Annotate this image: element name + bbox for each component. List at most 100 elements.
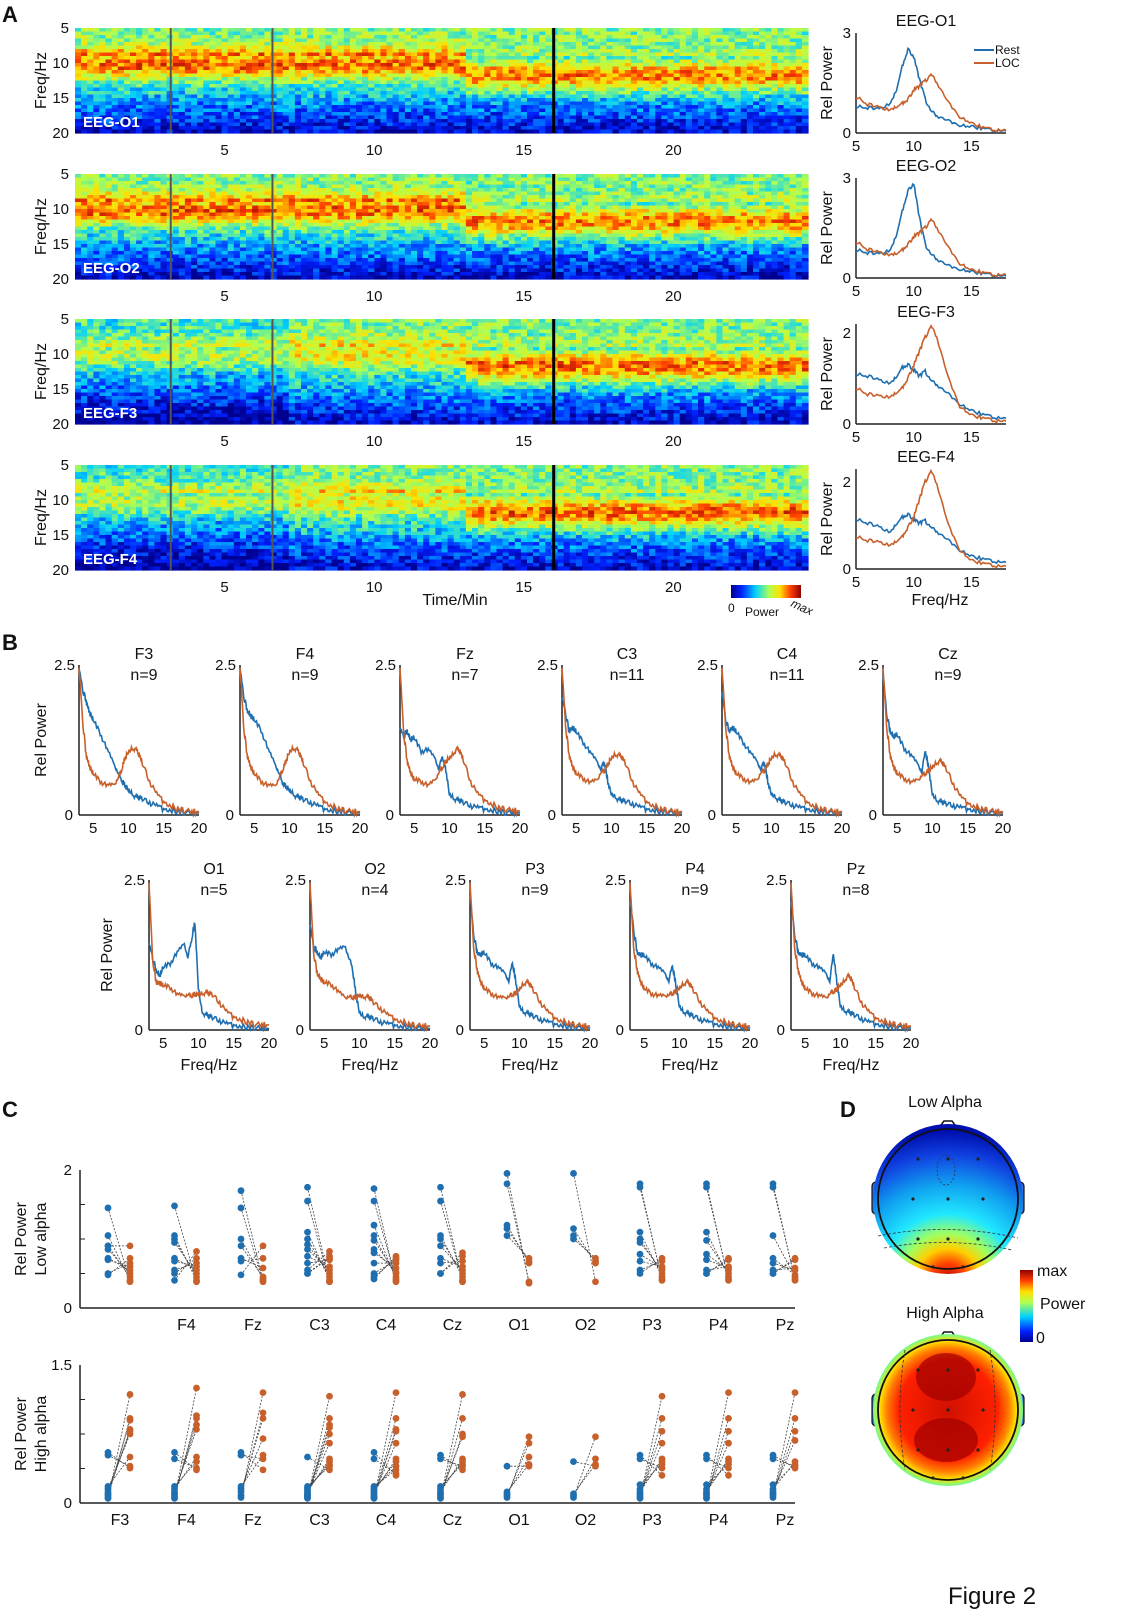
spectrogram-cell [172, 198, 180, 203]
spectrogram-cell [429, 122, 436, 127]
spectrogram-cell [734, 91, 742, 96]
spectrogram-cell [594, 56, 601, 61]
spectrogram-cell [209, 226, 217, 231]
spectrogram-cell [465, 59, 473, 64]
spectrogram-cell [484, 112, 491, 117]
spectrogram-cell [191, 251, 198, 256]
spectrogram-cell [722, 28, 730, 33]
spectrogram-cell [374, 56, 381, 61]
spectrogram-cell [331, 112, 339, 117]
spectrogram-cell [643, 70, 650, 75]
spectrogram-cell [209, 219, 217, 224]
spectrogram-cell [81, 212, 88, 217]
spectrogram-cell [111, 181, 119, 186]
spectrogram-cell [539, 59, 546, 64]
spectrogram-cell [343, 195, 351, 200]
spectrogram-cell [429, 42, 436, 47]
spectrogram-cell [142, 205, 149, 210]
spectrogram-cell [130, 230, 137, 235]
spectrogram-cell [771, 77, 779, 82]
spectrogram-cell [264, 73, 272, 78]
spectrogram-cell [221, 66, 229, 71]
spectrogram-cell [722, 35, 730, 40]
spectrogram-cell [105, 45, 113, 50]
spectrogram-cell [81, 49, 88, 54]
spectrogram-cell [740, 45, 748, 50]
spectrogram-cell [539, 91, 546, 96]
spectrogram-cell [746, 91, 754, 96]
spectrogram-cell [301, 216, 308, 221]
spectrogram-cell [313, 126, 320, 131]
spectrogram-cell [789, 45, 797, 50]
spectrogram-cell [594, 122, 601, 127]
spectrogram-cell [753, 52, 760, 57]
spectrogram-cell [227, 101, 235, 106]
spectrogram-cell [545, 38, 552, 43]
spectrogram-cell [374, 42, 381, 47]
spectrogram-cell [484, 126, 491, 131]
spectrogram-cell [319, 275, 326, 280]
spectrogram-cell [264, 45, 272, 50]
spectrogram-cell [209, 38, 217, 43]
spectrogram-cell [227, 66, 235, 71]
spectrogram-cell [716, 80, 724, 85]
spectrogram-cell [301, 251, 308, 256]
spectrogram-cell [368, 129, 375, 134]
spectrogram-cell [496, 87, 504, 92]
spectrogram-cell [508, 77, 516, 82]
spectrogram-cell [478, 122, 485, 127]
spectrogram-cell [148, 59, 155, 64]
spectrogram-cell [459, 28, 467, 33]
spectrogram-cell [685, 87, 693, 92]
spectrogram-cell [649, 35, 656, 40]
spectrogram-cell [203, 38, 210, 43]
spectrogram-cell [575, 56, 583, 61]
spectrogram-cell [343, 177, 351, 182]
spectrogram-cell [123, 191, 131, 196]
spectrogram-cell [331, 101, 339, 106]
spectrogram-cell [728, 94, 736, 99]
spectrogram-cell [514, 66, 522, 71]
spectrogram-cell [246, 209, 253, 214]
spectrogram-cell [276, 31, 284, 36]
spectrogram-cell [184, 268, 192, 273]
spectrogram-cell [301, 77, 308, 82]
spectrogram-cell [343, 230, 351, 235]
spectrogram-cell [325, 188, 333, 193]
spectrogram-cell [136, 38, 143, 43]
spectrogram-cell [239, 191, 247, 196]
spectrogram-cell [130, 73, 137, 78]
spectrogram-cell [368, 98, 375, 103]
spectrogram-cell [563, 77, 571, 82]
spectrogram-cell [319, 216, 326, 221]
spectrogram-cell [746, 87, 754, 92]
spectrogram-cell [307, 73, 314, 78]
spectrogram-cell [771, 112, 779, 117]
spectrogram-cell [276, 188, 284, 193]
spectrogram-cell [270, 98, 278, 103]
spectrogram-cell [227, 272, 235, 277]
spectrogram-cell [252, 35, 259, 40]
spectrogram-cell [215, 258, 223, 263]
spectrogram-cell [258, 268, 265, 273]
spectrogram-cell [246, 63, 253, 68]
spectrogram-cell [294, 244, 302, 249]
spectrogram-cell [239, 212, 247, 217]
spectrogram-cell [203, 247, 210, 252]
spectrogram-cell [637, 28, 644, 33]
spectrogram-cell [99, 63, 107, 68]
spectrogram-cell [514, 28, 522, 33]
spectrogram-cell [117, 198, 125, 203]
spectrogram-cell [398, 101, 406, 106]
spectrogram-cell [233, 195, 241, 200]
spectrogram-cell [282, 129, 290, 134]
spectrogram-cell [331, 115, 339, 120]
spectrogram-cell [276, 112, 284, 117]
spectrogram-cell [87, 219, 94, 224]
spectrogram-cell [795, 115, 803, 120]
spectrogram-cell [759, 52, 766, 57]
spectrogram-cell [545, 70, 552, 75]
spectrogram-cell [588, 129, 595, 134]
spectrogram-cell [691, 129, 699, 134]
spectrogram-cell [276, 237, 284, 242]
